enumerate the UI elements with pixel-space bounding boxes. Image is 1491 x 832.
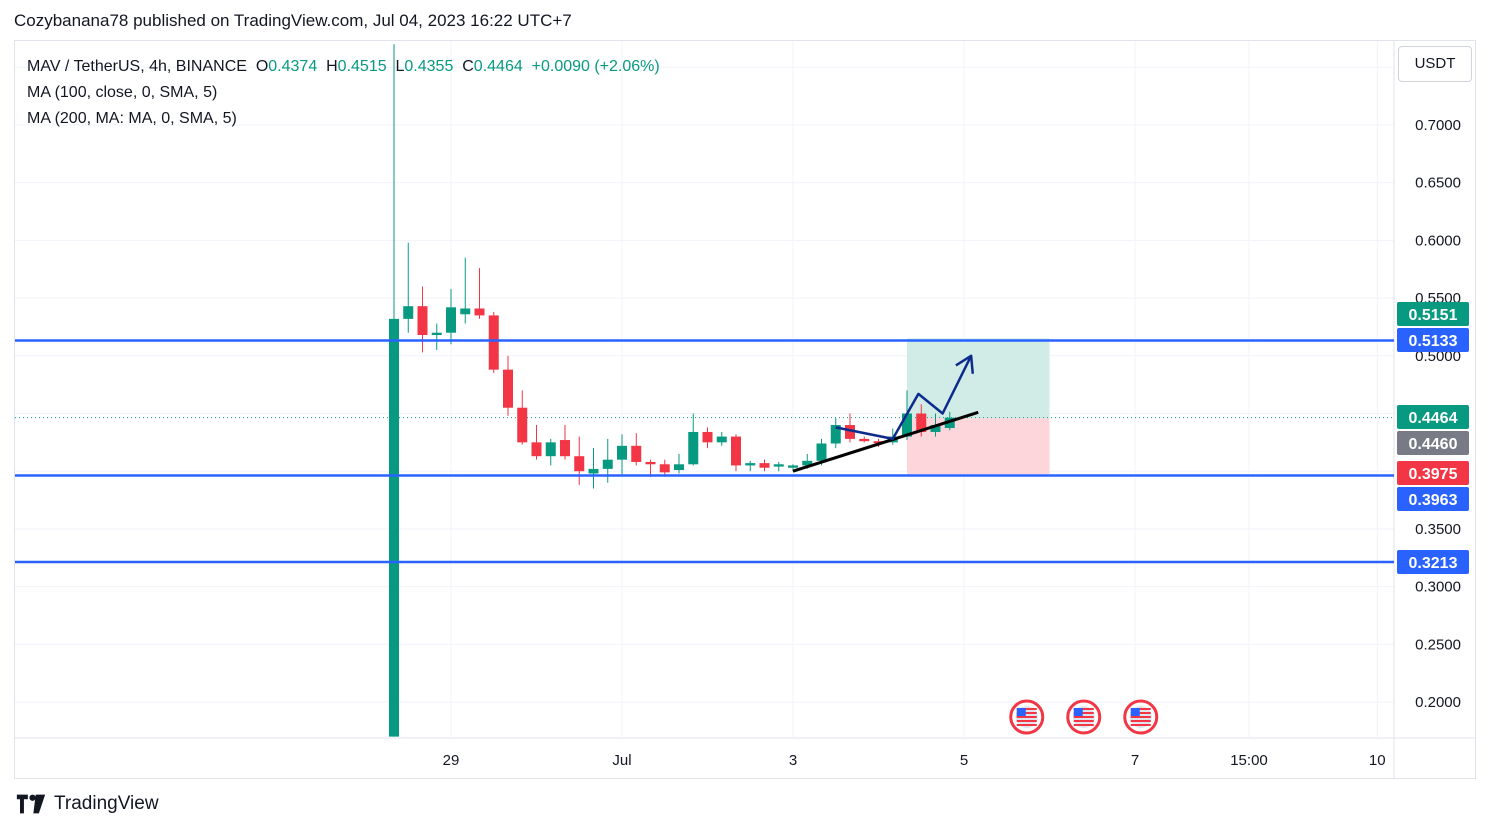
price-tag-entry[interactable] bbox=[1397, 431, 1469, 455]
price-tag-label: 0.3975 bbox=[1409, 466, 1458, 483]
candle-body[interactable] bbox=[830, 425, 841, 444]
close-label: C bbox=[462, 58, 474, 75]
candle-body[interactable] bbox=[659, 464, 670, 473]
open-label: O bbox=[255, 58, 269, 75]
candle-body[interactable] bbox=[802, 460, 813, 466]
candle-body[interactable] bbox=[474, 308, 485, 316]
candle-body[interactable] bbox=[631, 445, 642, 462]
candle-body[interactable] bbox=[702, 431, 713, 443]
candle-body[interactable] bbox=[417, 306, 428, 336]
y-tick-label: 0.2500 bbox=[1415, 636, 1461, 653]
candle-body[interactable] bbox=[845, 425, 855, 439]
high-label: H bbox=[326, 58, 338, 75]
y-tick-label: 0.3500 bbox=[1415, 521, 1461, 538]
price-tag-label: 0.5151 bbox=[1409, 307, 1458, 324]
y-tick-label: 0.6500 bbox=[1415, 175, 1461, 192]
y-tick-label: 0.5000 bbox=[1415, 348, 1461, 365]
change-value: +0.0090 (+2.06%) bbox=[531, 58, 660, 75]
x-tick-label: 15:00 bbox=[1230, 752, 1268, 769]
candle-body[interactable] bbox=[389, 318, 399, 737]
candle-body[interactable] bbox=[446, 307, 456, 333]
x-tick-label: 10 bbox=[1369, 752, 1386, 769]
price-tag-label: 0.4460 bbox=[1409, 436, 1458, 453]
candle-body[interactable] bbox=[859, 438, 870, 442]
high-value: 0.4515 bbox=[337, 58, 387, 75]
candle-body[interactable] bbox=[403, 306, 414, 319]
candle-body[interactable] bbox=[816, 443, 827, 461]
candle-body[interactable] bbox=[503, 369, 513, 408]
candle-body[interactable] bbox=[930, 425, 941, 432]
price-tag-last[interactable] bbox=[1397, 405, 1469, 429]
candle-body[interactable] bbox=[788, 465, 798, 468]
close-value: 0.4464 bbox=[473, 58, 523, 75]
candle-body[interactable] bbox=[545, 442, 556, 457]
candle-body[interactable] bbox=[602, 459, 613, 469]
price-tag-level[interactable] bbox=[1397, 328, 1469, 352]
candle-body[interactable] bbox=[773, 464, 784, 467]
ma1-label[interactable]: MA (100, close, 0, SMA, 5) bbox=[27, 84, 218, 101]
price-tag-level[interactable] bbox=[1397, 487, 1469, 511]
candle-body[interactable] bbox=[531, 442, 542, 457]
candle-body[interactable] bbox=[916, 413, 927, 432]
tradingview-logo-icon bbox=[16, 794, 46, 814]
price-tag-label: 0.4464 bbox=[1409, 410, 1458, 427]
price-tag-stop[interactable] bbox=[1397, 461, 1469, 485]
flag-canton bbox=[1130, 708, 1140, 716]
projection-arrowhead bbox=[955, 354, 975, 374]
candle-body[interactable] bbox=[560, 440, 570, 457]
x-tick-label: 7 bbox=[1131, 752, 1139, 769]
candle-body[interactable] bbox=[902, 413, 912, 437]
published-line: Cozybanana78 published on TradingView.co… bbox=[14, 11, 572, 30]
candle-body[interactable] bbox=[574, 456, 585, 472]
price-tag-label: 0.5133 bbox=[1409, 333, 1458, 350]
low-value: 0.4355 bbox=[404, 58, 454, 75]
candle-body[interactable] bbox=[431, 332, 442, 336]
currency-unit-button[interactable]: USDT bbox=[1398, 46, 1472, 82]
symbol-label[interactable]: MAV / TetherUS, 4h, BINANCE bbox=[27, 58, 247, 75]
y-tick-label: 0.2000 bbox=[1415, 694, 1461, 711]
candle-body[interactable] bbox=[873, 441, 884, 444]
candle-body[interactable] bbox=[716, 436, 727, 443]
y-tick-label: 0.3000 bbox=[1415, 579, 1461, 596]
candle-body[interactable] bbox=[645, 461, 656, 465]
candle-body[interactable] bbox=[674, 464, 684, 471]
open-value: 0.4374 bbox=[268, 58, 318, 75]
x-tick-label: 3 bbox=[789, 752, 797, 769]
candle-body[interactable] bbox=[759, 463, 770, 468]
x-tick-label: 29 bbox=[443, 752, 460, 769]
take-profit-zone[interactable] bbox=[907, 338, 1050, 419]
x-tick-label: 5 bbox=[960, 752, 968, 769]
footer-brand-label: TradingView bbox=[54, 793, 159, 814]
price-tag-target[interactable] bbox=[1397, 302, 1469, 326]
candle-body[interactable] bbox=[517, 407, 528, 443]
price-tag-label: 0.3963 bbox=[1409, 492, 1458, 509]
footer-brand[interactable]: TradingView bbox=[16, 793, 159, 815]
candle-body[interactable] bbox=[731, 436, 741, 466]
y-tick-label: 0.7000 bbox=[1415, 117, 1461, 134]
candle-body[interactable] bbox=[460, 308, 471, 315]
low-label: L bbox=[395, 58, 405, 75]
flag-canton bbox=[1016, 708, 1026, 716]
candle-body[interactable] bbox=[745, 463, 756, 466]
price-tag-level[interactable] bbox=[1397, 550, 1469, 574]
ma2-label[interactable]: MA (200, MA: MA, 0, SMA, 5) bbox=[27, 110, 237, 127]
candle-body[interactable] bbox=[588, 468, 599, 474]
y-tick-label: 0.6000 bbox=[1415, 232, 1461, 249]
price-tag-label: 0.3213 bbox=[1409, 555, 1458, 572]
trendline[interactable] bbox=[792, 410, 979, 473]
ohlc-row[interactable]: MAV / TetherUS, 4h, BINANCE O0.4374 H0.4… bbox=[27, 54, 660, 80]
projection-arrow[interactable] bbox=[835, 355, 973, 441]
stop-loss-zone[interactable] bbox=[907, 418, 1050, 475]
flag-canton bbox=[1073, 708, 1083, 716]
candle-body[interactable] bbox=[688, 431, 699, 465]
candle-body[interactable] bbox=[617, 445, 627, 460]
chart-legend: MAV / TetherUS, 4h, BINANCE O0.4374 H0.4… bbox=[27, 54, 660, 132]
chart-frame bbox=[14, 40, 1476, 779]
candle-body[interactable] bbox=[488, 315, 499, 370]
x-tick-label: Jul bbox=[612, 752, 631, 769]
